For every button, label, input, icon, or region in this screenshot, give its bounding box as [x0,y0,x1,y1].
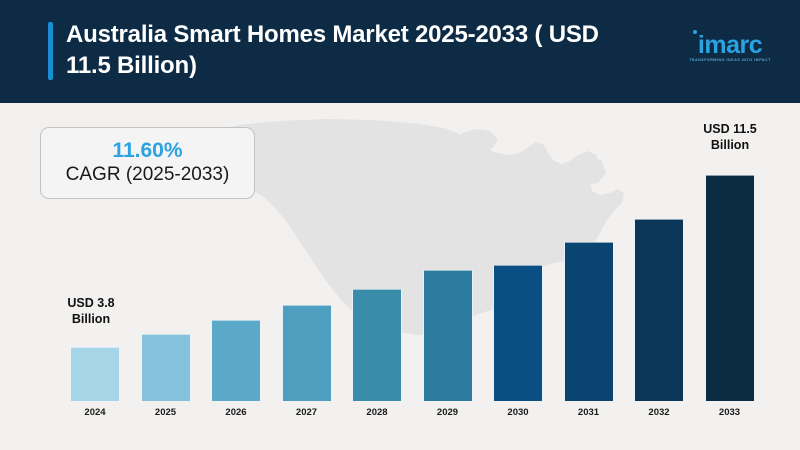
bar-group: 2024 [71,347,119,418]
bar-label-2031: 2031 [577,407,600,418]
cagr-value: 11.60% [112,139,183,163]
bar-group: 2025 [141,334,190,418]
bar-label-2026: 2026 [225,407,247,418]
bar-2024[interactable] [71,347,119,401]
cagr-box: 11.60% CAGR (2025-2033) [40,127,255,199]
bar-2025[interactable] [141,334,190,401]
bar-label-2024: 2024 [84,407,106,418]
bar-label-2027: 2027 [295,407,318,418]
bar-2029[interactable] [423,270,472,401]
header-bar: Australia Smart Homes Market 2025-2033 (… [0,0,800,103]
bar-group: 2028 [353,289,401,418]
bar-series: 2024 2025 2026 2027 2028 2029 2030 2031 2032 2033 [0,103,800,450]
imarc-logo[interactable]: imarc TRANSFORMING IDEAS INTO IMPACT [683,30,777,70]
bar-2028[interactable] [353,289,401,401]
bar-label-2033: 2033 [718,407,741,418]
bar-label-2025: 2025 [154,407,177,418]
bar-group: 2029 [423,270,472,418]
bar-2026[interactable] [212,320,260,401]
bar-group: 2033 [705,175,754,418]
end-value-callout: USD 11.5 Billion [703,122,757,153]
bar-2033[interactable] [705,175,754,401]
logo-tagline: TRANSFORMING IDEAS INTO IMPACT [689,58,771,62]
bar-group: 2026 [212,320,260,418]
bar-label-2028: 2028 [366,407,388,418]
bar-2032[interactable] [635,219,683,401]
bar-2027[interactable] [282,305,331,401]
logo-wordmark: imarc [697,31,763,59]
page-title: Australia Smart Homes Market 2025-2033 (… [66,21,599,79]
title-accent-bar [48,22,53,80]
bar-2030[interactable] [494,265,542,401]
bar-group: 2032 [635,219,683,418]
bar-label-2032: 2032 [648,407,670,418]
chart-area: 11.60% CAGR (2025-2033) USD 3.8 Billion … [0,103,800,450]
bar-2031[interactable] [564,242,613,401]
cagr-label: CAGR (2025-2033) [65,164,230,186]
start-value-callout: USD 3.8 Billion [67,296,115,327]
bar-label-2030: 2030 [507,407,529,418]
bar-group: 2030 [494,265,542,418]
bar-group: 2031 [564,242,613,418]
bar-group: 2027 [282,305,331,418]
logo-dot-icon [693,30,697,34]
bar-label-2029: 2029 [436,407,459,418]
